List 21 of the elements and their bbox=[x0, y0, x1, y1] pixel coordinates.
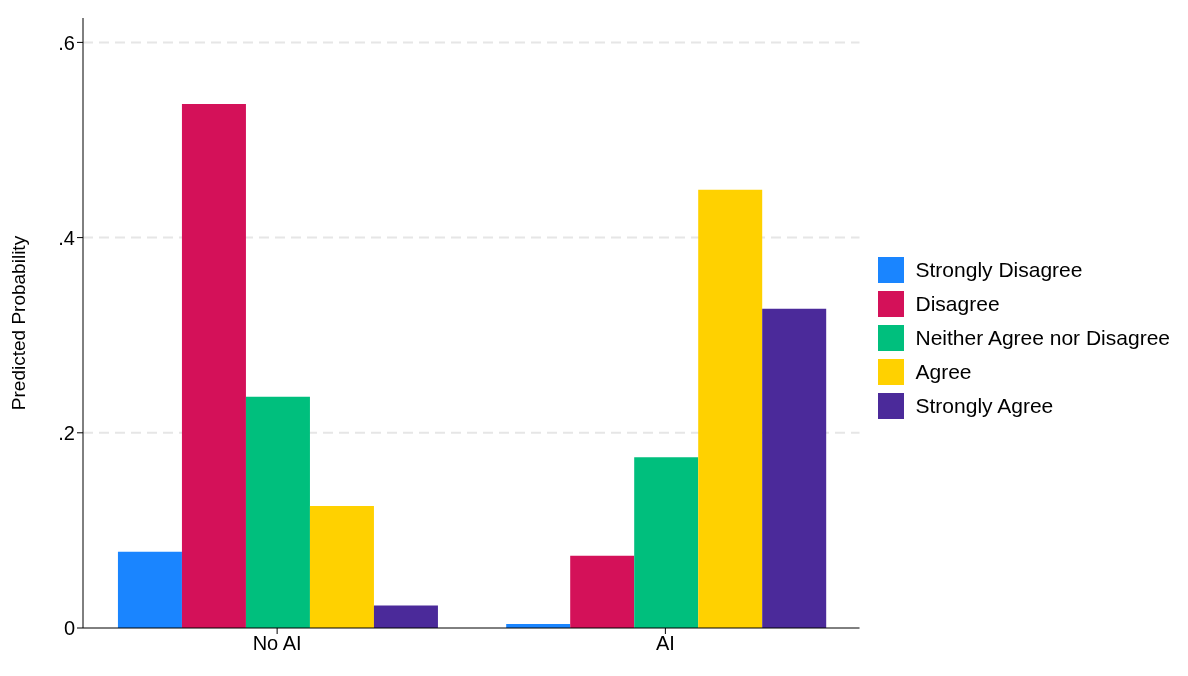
y-tick-label: 0 bbox=[63, 617, 75, 640]
y-tick-label: .2 bbox=[58, 421, 75, 444]
bar bbox=[698, 189, 763, 628]
x-tick-label: No AI bbox=[252, 632, 302, 655]
y-tick-label: .6 bbox=[58, 31, 75, 54]
legend-label: Strongly Disagree bbox=[915, 257, 1083, 283]
legend-label: Agree bbox=[915, 359, 972, 385]
bar bbox=[245, 396, 310, 628]
bar bbox=[634, 457, 699, 628]
y-tick-label: .4 bbox=[58, 226, 75, 249]
legend-label: Disagree bbox=[915, 291, 1000, 317]
y-axis-title: Predicted Probability bbox=[7, 235, 29, 411]
bar bbox=[309, 506, 374, 628]
bar bbox=[570, 555, 635, 628]
bar bbox=[762, 308, 827, 628]
x-tick-label: AI bbox=[655, 632, 675, 655]
legend-label: Neither Agree nor Disagree bbox=[915, 325, 1170, 351]
bar bbox=[117, 551, 182, 628]
bar bbox=[181, 103, 246, 628]
bar bbox=[373, 605, 438, 628]
legend-label: Strongly Agree bbox=[915, 393, 1054, 419]
